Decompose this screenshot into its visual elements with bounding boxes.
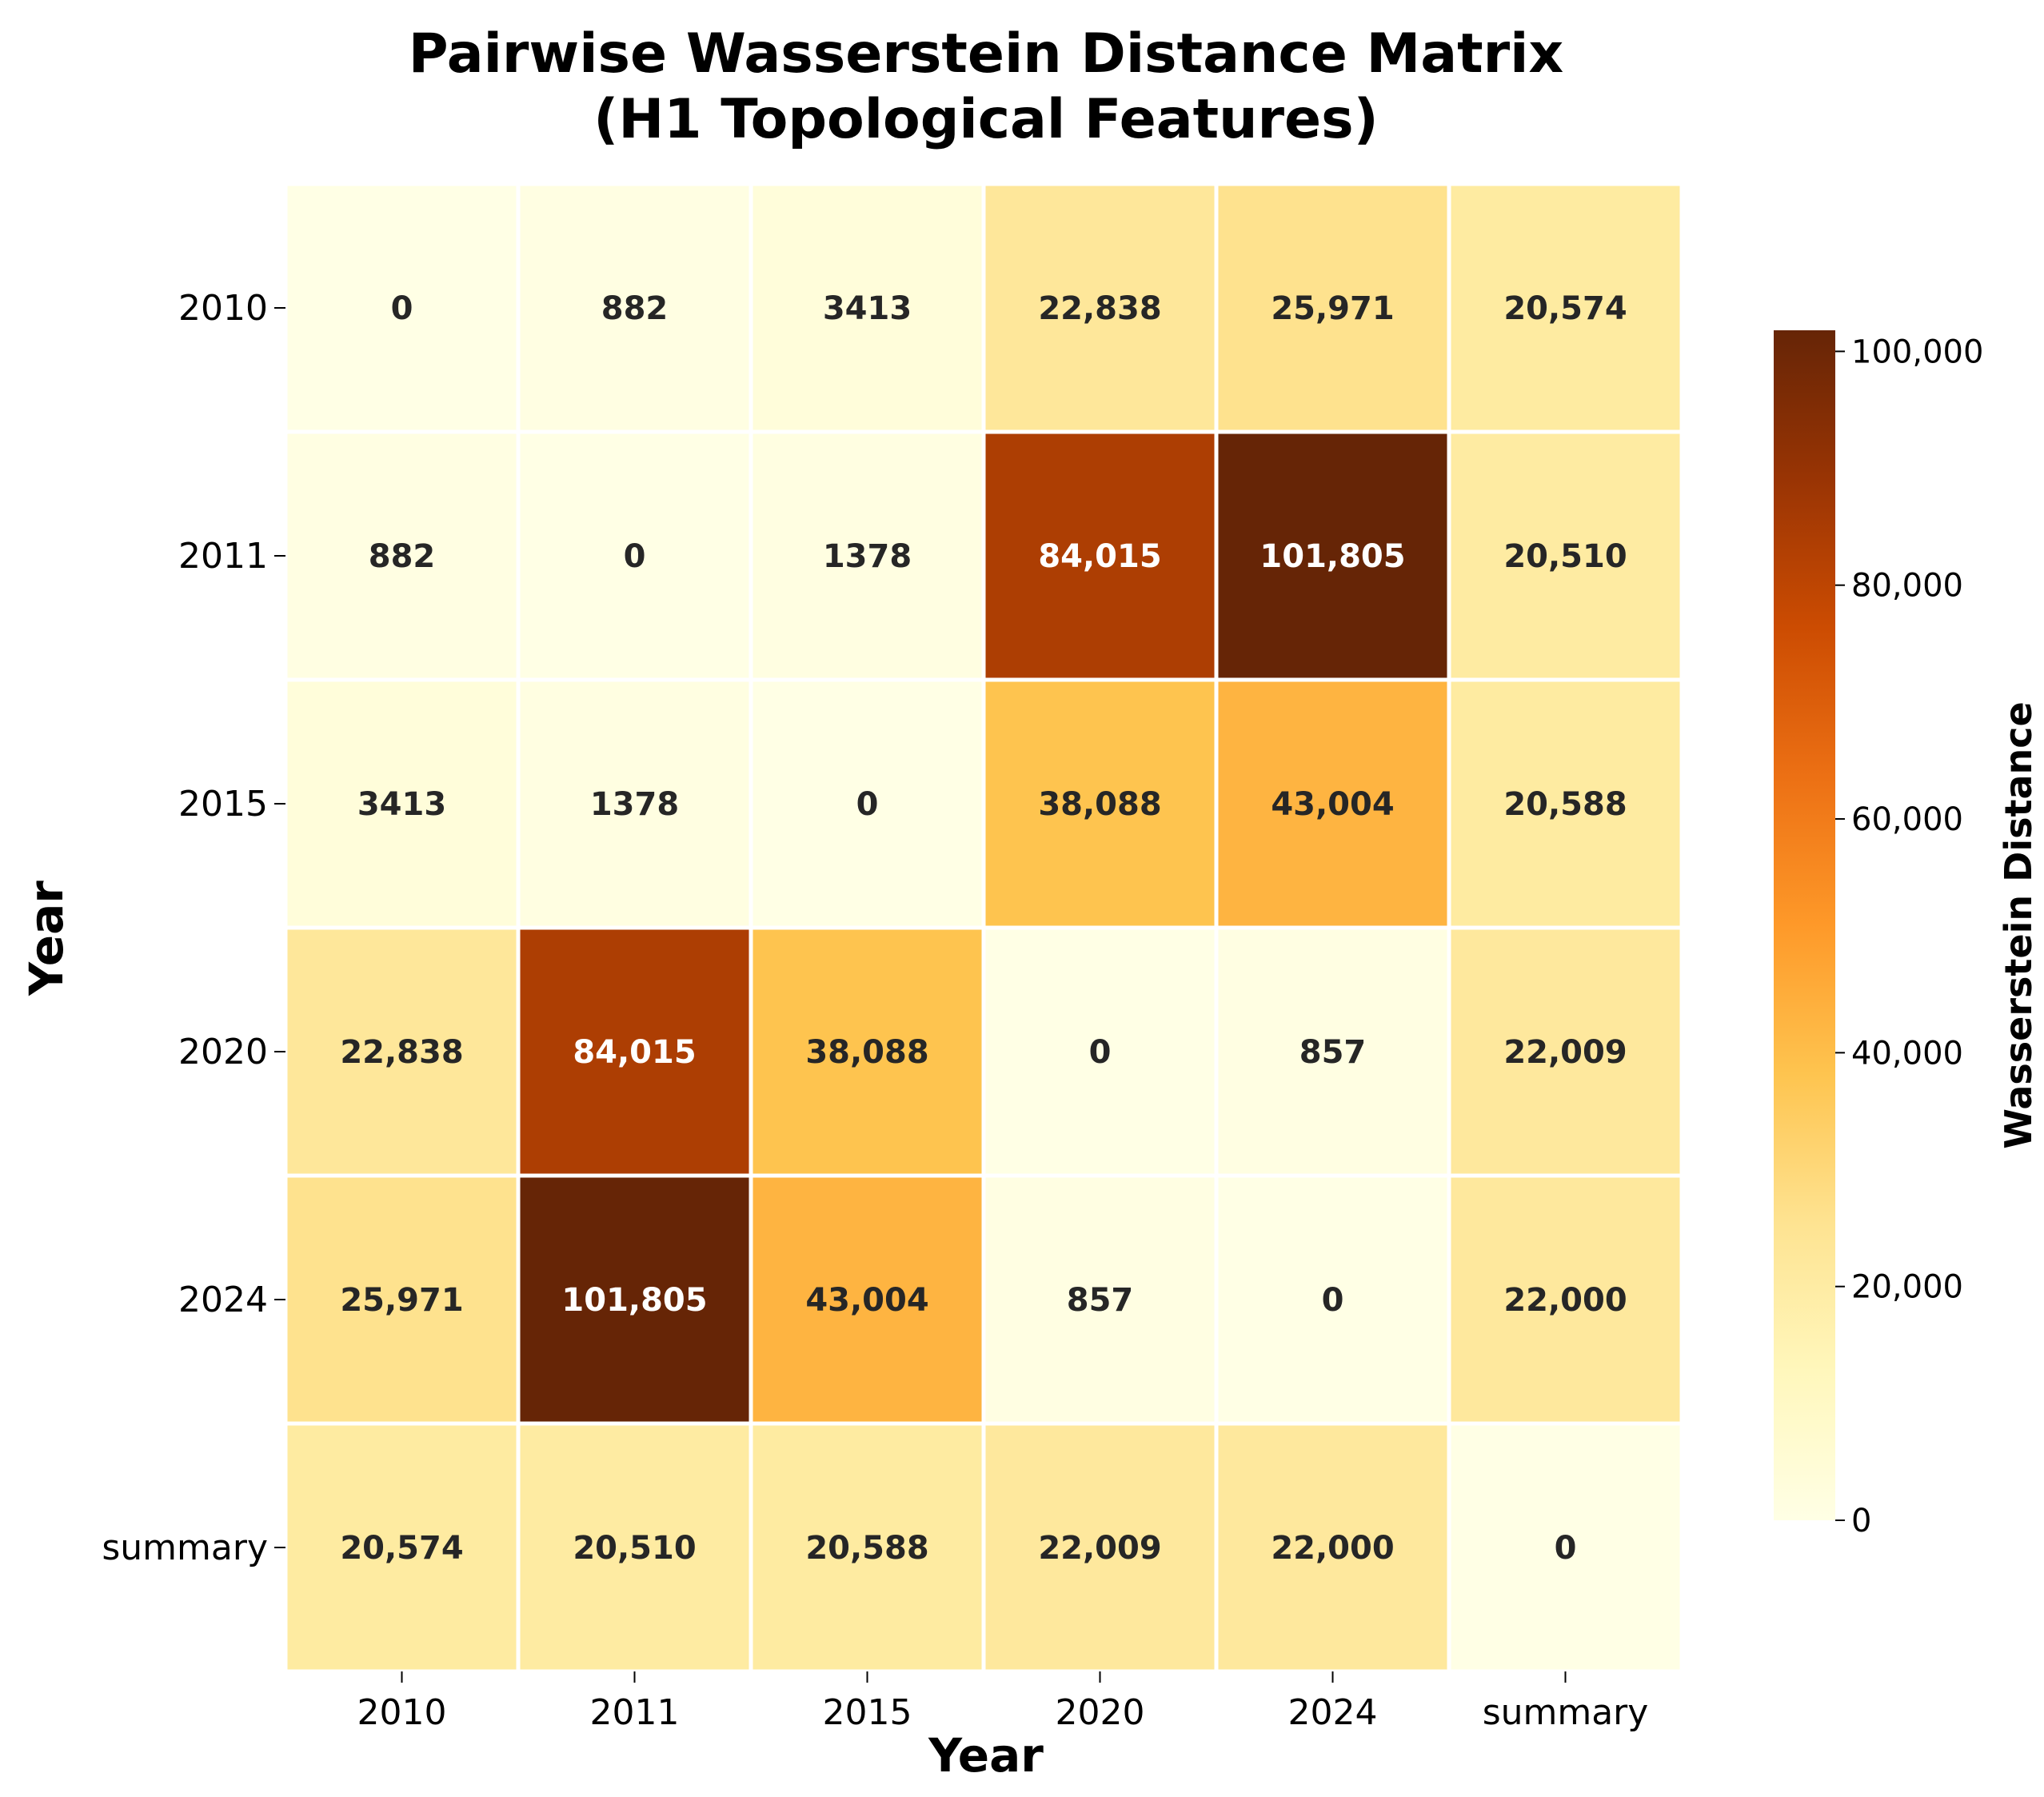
- heatmap-cell: [981, 925, 1219, 1178]
- heatmap-cell: [283, 1421, 521, 1674]
- heatmap-cell: [1214, 1173, 1451, 1426]
- cell-value-label: 1378: [823, 538, 912, 575]
- cell-value-label: 38,088: [805, 1034, 928, 1071]
- colorbar-tick-label: 20,000: [1851, 1269, 1963, 1306]
- colorbar-tick-label: 80,000: [1851, 568, 1963, 605]
- heatmap-cells: 0 882 3413 22,838 25,971 20,574 882 0 1378 84,015…: [283, 182, 1684, 1674]
- cell-value-label: 25,971: [340, 1282, 463, 1319]
- colorbar-tick-label: 100,000: [1851, 333, 1983, 370]
- cell-value-label: 22,838: [1038, 290, 1161, 327]
- heatmap-cell: [749, 182, 986, 434]
- heatmap-cell: [283, 182, 521, 434]
- chart-title-line-1: Pairwise Wasserstein Distance Matrix: [409, 22, 1564, 86]
- cell-value-label: 22,009: [1038, 1530, 1161, 1567]
- cell-value-label: 882: [601, 290, 669, 327]
- y-tick-label: summary: [102, 1527, 268, 1568]
- y-tick-label: 2011: [178, 536, 268, 577]
- heatmap-cell: [1447, 677, 1684, 930]
- cell-value-label: 22,000: [1271, 1530, 1394, 1567]
- colorbar-label: Wasserstein Distance: [1997, 701, 2040, 1148]
- x-tick-label: 2024: [1288, 1692, 1378, 1733]
- cell-value-label: 882: [369, 538, 436, 575]
- cell-value-label: 20,574: [1503, 290, 1627, 327]
- heatmap-cell: [516, 677, 753, 930]
- colorbar: [1774, 330, 1835, 1520]
- cell-value-label: 84,015: [573, 1034, 696, 1071]
- x-tick-label: 2010: [357, 1692, 447, 1733]
- heatmap-cell: [516, 429, 753, 682]
- cell-value-label: 20,588: [1503, 786, 1627, 823]
- cell-value-label: 857: [1067, 1282, 1134, 1319]
- cell-value-label: 0: [856, 786, 879, 823]
- cell-value-label: 22,000: [1503, 1282, 1627, 1319]
- cell-value-label: 3413: [357, 786, 446, 823]
- colorbar-ticks: 0 20,000 40,000 60,000 80,000 100,000: [1835, 333, 1983, 1539]
- cell-value-label: 43,004: [1271, 786, 1394, 823]
- cell-value-label: 20,510: [1503, 538, 1627, 575]
- heatmap-cell: [516, 182, 753, 434]
- y-axis-label: Year: [19, 881, 74, 996]
- cell-value-label: 101,805: [1260, 538, 1405, 575]
- cell-value-label: 20,574: [340, 1530, 463, 1567]
- cell-value-label: 857: [1299, 1034, 1367, 1071]
- y-axis-ticks: 2010 2011 2015 2020 2024 summary: [102, 288, 285, 1568]
- heatmap-cell: [1214, 677, 1451, 930]
- heatmap-cell: [1447, 429, 1684, 682]
- cell-value-label: 0: [391, 290, 413, 327]
- chart-title-line-2: (H1 Topological Features): [593, 88, 1378, 151]
- x-axis-ticks: 2010 2011 2015 2020 2024 summary: [357, 1671, 1649, 1733]
- cell-value-label: 0: [1555, 1530, 1577, 1567]
- heatmap-cell: [516, 925, 753, 1178]
- heatmap-cell: [283, 1173, 521, 1426]
- cell-value-label: 0: [624, 538, 646, 575]
- y-tick-label: 2020: [178, 1032, 268, 1072]
- x-tick-label: 2020: [1056, 1692, 1145, 1733]
- heatmap-cell: [749, 1173, 986, 1426]
- heatmap-cell: [283, 925, 521, 1178]
- cell-value-label: 38,088: [1038, 786, 1161, 823]
- cell-value-label: 43,004: [805, 1282, 928, 1319]
- y-tick-label: 2024: [178, 1280, 268, 1320]
- x-axis-label: Year: [928, 1728, 1044, 1783]
- cell-value-label: 0: [1089, 1034, 1112, 1071]
- cell-value-label: 101,805: [561, 1282, 707, 1319]
- cell-value-label: 20,510: [573, 1530, 696, 1567]
- heatmap-cell: [1447, 925, 1684, 1178]
- heatmap-cell: [749, 925, 986, 1178]
- heatmap-cell: [981, 1173, 1219, 1426]
- cell-value-label: 22,838: [340, 1034, 463, 1071]
- cell-value-label: 1378: [590, 786, 679, 823]
- cell-value-label: 22,009: [1503, 1034, 1627, 1071]
- cell-value-label: 25,971: [1271, 290, 1394, 327]
- heatmap-cell: [1447, 1421, 1684, 1674]
- cell-value-label: 3413: [823, 290, 912, 327]
- colorbar-tick-label: 0: [1851, 1503, 1871, 1539]
- cell-value-label: 0: [1322, 1282, 1344, 1319]
- x-tick-label: 2011: [590, 1692, 680, 1733]
- cell-value-label: 84,015: [1038, 538, 1161, 575]
- heatmap-cell: [981, 677, 1219, 930]
- heatmap-cell: [1447, 182, 1684, 434]
- heatmap-cell: [1447, 1173, 1684, 1426]
- y-tick-label: 2015: [178, 784, 268, 825]
- x-tick-label: 2015: [823, 1692, 912, 1733]
- colorbar-tick-label: 60,000: [1851, 801, 1963, 838]
- heatmap-cell: [981, 429, 1219, 682]
- heatmap-cell: [1214, 925, 1451, 1178]
- y-tick-label: 2010: [178, 288, 268, 329]
- cell-value-label: 20,588: [805, 1530, 928, 1567]
- x-tick-label: summary: [1483, 1692, 1649, 1733]
- colorbar-tick-label: 40,000: [1851, 1035, 1963, 1072]
